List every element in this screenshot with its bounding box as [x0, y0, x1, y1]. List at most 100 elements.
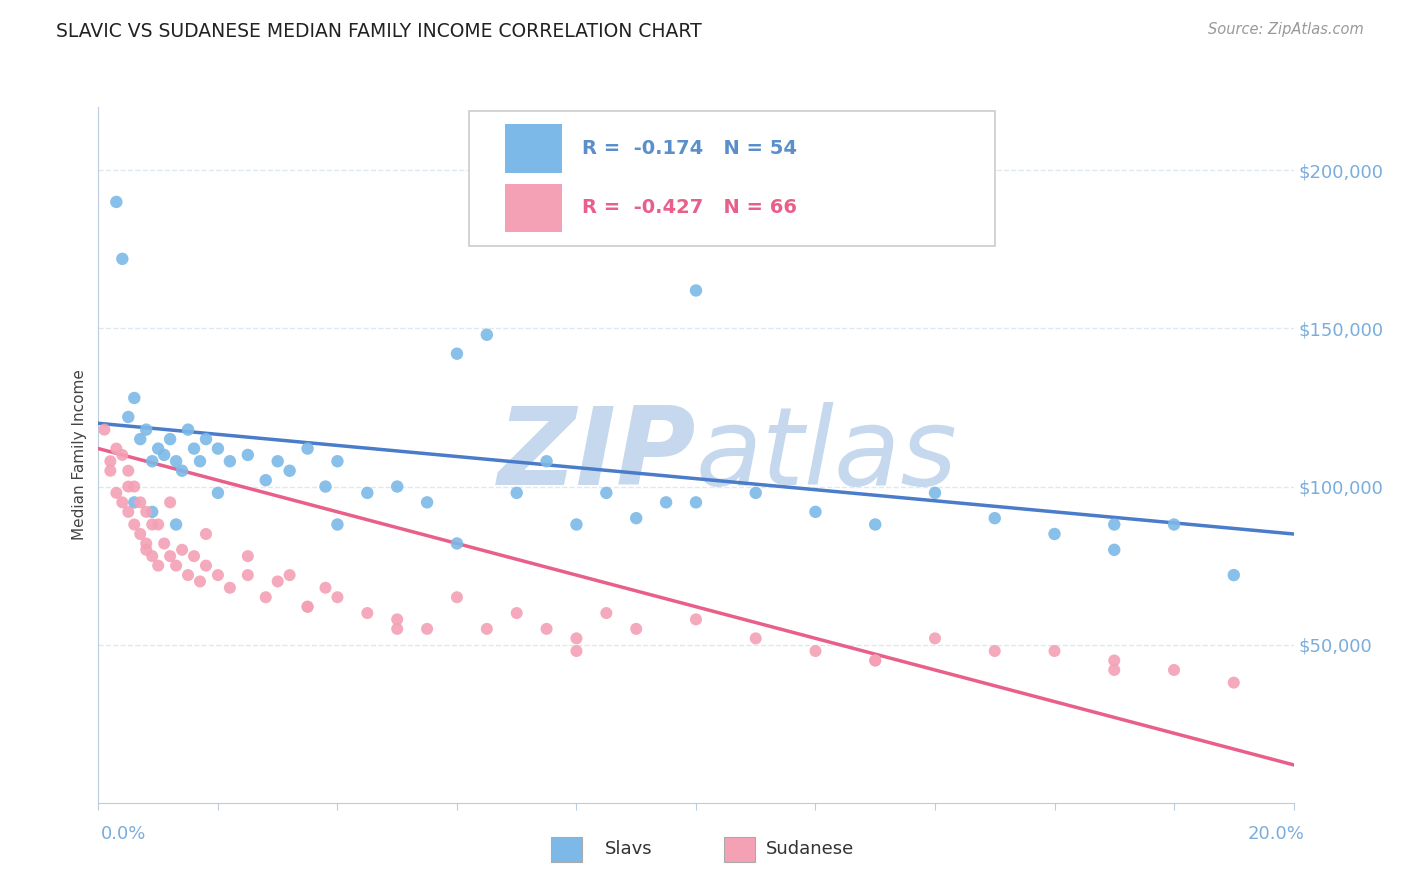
- Point: [165, 454, 187, 468]
- Point: [129, 527, 152, 541]
- Point: [446, 347, 468, 361]
- Point: [207, 442, 229, 456]
- Point: [745, 632, 768, 646]
- Point: [124, 391, 146, 405]
- Point: [1043, 644, 1066, 658]
- Point: [356, 606, 378, 620]
- Point: [135, 536, 157, 550]
- Point: [188, 454, 211, 468]
- Point: [129, 432, 152, 446]
- Point: [924, 486, 946, 500]
- Text: Slavs: Slavs: [605, 840, 652, 858]
- Point: [326, 591, 349, 605]
- Point: [236, 448, 259, 462]
- Point: [506, 486, 529, 500]
- Point: [141, 517, 163, 532]
- Point: [124, 517, 146, 532]
- Text: Sudanese: Sudanese: [766, 840, 855, 858]
- Point: [117, 464, 139, 478]
- Point: [183, 549, 205, 563]
- Point: [105, 486, 128, 500]
- Point: [865, 653, 887, 667]
- Point: [624, 511, 647, 525]
- Point: [595, 606, 617, 620]
- Point: [135, 505, 157, 519]
- Point: [124, 495, 146, 509]
- FancyBboxPatch shape: [505, 125, 562, 173]
- Point: [172, 464, 194, 478]
- Point: [236, 568, 259, 582]
- Point: [117, 505, 139, 519]
- Point: [236, 549, 259, 563]
- Point: [117, 479, 139, 493]
- Point: [416, 495, 439, 509]
- Point: [267, 574, 290, 589]
- Point: [297, 599, 319, 614]
- Point: [1163, 663, 1185, 677]
- Point: [1104, 542, 1126, 557]
- Point: [685, 495, 707, 509]
- Point: [148, 558, 170, 573]
- Point: [685, 284, 707, 298]
- Point: [1223, 568, 1246, 582]
- Point: [924, 632, 946, 646]
- FancyBboxPatch shape: [470, 111, 994, 246]
- Point: [148, 517, 170, 532]
- Point: [536, 622, 558, 636]
- Point: [177, 423, 200, 437]
- Point: [141, 505, 163, 519]
- Point: [446, 536, 468, 550]
- Point: [565, 632, 588, 646]
- Point: [685, 612, 707, 626]
- Point: [254, 591, 277, 605]
- Point: [385, 479, 409, 493]
- Point: [1104, 653, 1126, 667]
- Point: [506, 606, 529, 620]
- Point: [207, 568, 229, 582]
- Point: [194, 432, 218, 446]
- Point: [141, 549, 163, 563]
- FancyBboxPatch shape: [505, 184, 562, 232]
- Point: [111, 448, 134, 462]
- Point: [475, 622, 498, 636]
- Point: [385, 622, 409, 636]
- Point: [165, 517, 187, 532]
- Point: [148, 442, 170, 456]
- Point: [983, 644, 1005, 658]
- Point: [536, 454, 558, 468]
- Point: [624, 622, 647, 636]
- Point: [105, 442, 128, 456]
- Point: [219, 581, 242, 595]
- Point: [865, 517, 887, 532]
- Point: [135, 423, 157, 437]
- Point: [165, 558, 187, 573]
- Point: [385, 612, 409, 626]
- Point: [177, 568, 200, 582]
- Point: [315, 581, 337, 595]
- Y-axis label: Median Family Income: Median Family Income: [72, 369, 87, 541]
- Point: [475, 327, 498, 342]
- Point: [219, 454, 242, 468]
- Point: [565, 644, 588, 658]
- Point: [1104, 663, 1126, 677]
- Point: [565, 517, 588, 532]
- Point: [188, 574, 211, 589]
- Point: [297, 442, 319, 456]
- Point: [172, 542, 194, 557]
- Point: [111, 252, 134, 266]
- Point: [326, 454, 349, 468]
- Point: [153, 536, 176, 550]
- Point: [267, 454, 290, 468]
- Point: [124, 479, 146, 493]
- Point: [983, 511, 1005, 525]
- Point: [111, 495, 134, 509]
- Point: [135, 542, 157, 557]
- Point: [356, 486, 378, 500]
- Text: 0.0%: 0.0%: [101, 825, 146, 843]
- Point: [865, 653, 887, 667]
- Point: [804, 505, 827, 519]
- Text: R =  -0.427   N = 66: R = -0.427 N = 66: [582, 198, 797, 218]
- Point: [278, 568, 301, 582]
- Point: [159, 549, 181, 563]
- Point: [326, 517, 349, 532]
